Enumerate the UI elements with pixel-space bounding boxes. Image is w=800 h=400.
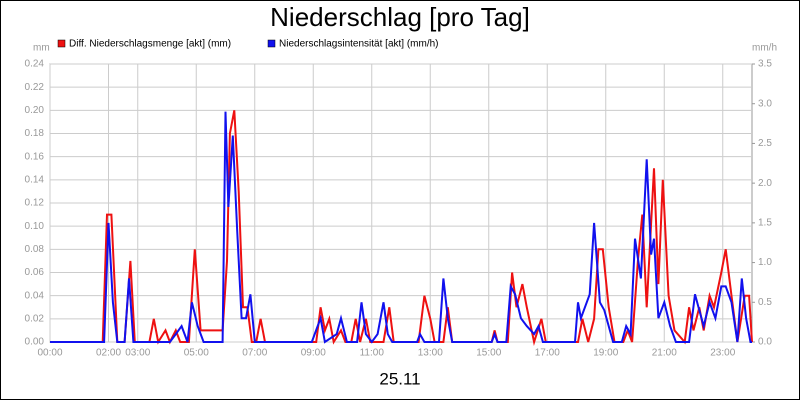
x-tick-label: 21:00 — [652, 348, 677, 359]
chart-title: Niederschlag [pro Tag] — [270, 2, 530, 32]
y-tick-label: 0.16 — [25, 151, 45, 162]
y2-tick-label: 1.5 — [758, 217, 772, 228]
x-tick-label: 17:00 — [535, 348, 560, 359]
x-tick-label: 13:00 — [418, 348, 443, 359]
x-tick-label: 19:00 — [593, 348, 618, 359]
y-tick-label: 0.02 — [25, 313, 45, 324]
x-tick-label: 00:00 — [37, 348, 62, 359]
y-tick-label: 0.14 — [25, 174, 45, 185]
x-tick-label: 05:00 — [184, 348, 209, 359]
y2-tick-label: 2.0 — [758, 178, 772, 189]
legend-swatch — [267, 39, 276, 48]
y-tick-label: 0.06 — [25, 267, 45, 278]
series-line — [50, 110, 753, 346]
y2-tick-label: 0.5 — [758, 297, 772, 308]
x-tick-label: 23:00 — [710, 348, 735, 359]
y2-tick-label: 2.5 — [758, 138, 772, 149]
y-tick-label: 0.00 — [25, 337, 45, 348]
x-tick-label: 11:00 — [360, 348, 385, 359]
x-tick-label: 02:00 — [96, 348, 121, 359]
y2-tick-label: 3.0 — [758, 98, 772, 109]
legend-label: Niederschlagsintensität [akt] (mm/h) — [279, 39, 439, 50]
x-tick-label: 15:00 — [476, 348, 501, 359]
x-tick-label: 07:00 — [242, 348, 267, 359]
series-line — [50, 111, 752, 344]
y-tick-label: 0.08 — [25, 244, 45, 255]
legend-swatch — [57, 39, 66, 48]
y-tick-label: 0.12 — [25, 198, 45, 209]
y-tick-label: 0.20 — [25, 105, 45, 116]
y-tick-label: 0.18 — [25, 128, 45, 139]
x-tick-label: 03:00 — [125, 348, 150, 359]
y-tick-label: 0.04 — [25, 290, 45, 301]
y-tick-label: 0.22 — [25, 82, 45, 93]
y2-tick-label: 3.5 — [758, 59, 772, 70]
y-tick-label: 0.24 — [25, 59, 45, 70]
y-axis-label: mm — [33, 43, 50, 54]
x-axis-label: 25.11 — [379, 369, 420, 388]
x-tick-label: 09:00 — [301, 348, 326, 359]
legend-label: Diff. Niederschlagsmenge [akt] (mm) — [69, 39, 231, 50]
y2-tick-label: 1.0 — [758, 257, 772, 268]
y-tick-label: 0.10 — [25, 221, 45, 232]
y2-axis-label: mm/h — [752, 43, 777, 54]
y2-tick-label: 0.0 — [758, 337, 772, 348]
